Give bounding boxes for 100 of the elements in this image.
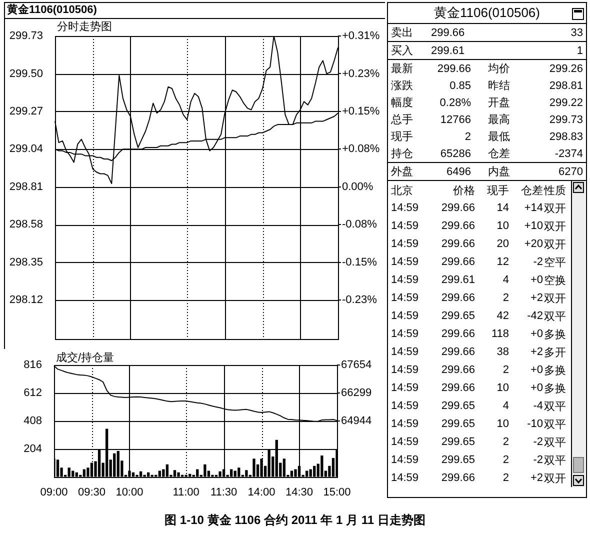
x-tick-label: 15:00 — [323, 486, 351, 498]
y2-tick-label: +0.08% — [342, 143, 380, 156]
x-tick-label: 11:30 — [210, 486, 238, 498]
text: -2374 — [554, 148, 583, 160]
text: 1 — [576, 44, 583, 56]
text: 299.66 — [431, 26, 466, 38]
text: 299.65 — [440, 436, 475, 448]
y2-tick-label: -0.15% — [342, 256, 378, 268]
text: 北京 — [391, 184, 414, 198]
y2-tick-label: +0.23% — [342, 68, 380, 80]
y-tick-label: 298.81 — [9, 180, 43, 193]
text: 299.66 — [440, 292, 475, 304]
text: 总手 — [391, 113, 414, 127]
y-tick-label: 612 — [24, 386, 42, 399]
y2-tick-label: 66299 — [341, 386, 372, 399]
text: 多开 — [543, 346, 567, 360]
text: 4 — [502, 400, 509, 412]
text: 14:59 — [391, 400, 420, 412]
text: 现手 — [486, 184, 509, 198]
text: 299.66 — [440, 382, 475, 394]
text: 10 — [496, 382, 509, 394]
y2-tick-label: 67654 — [341, 359, 372, 372]
text: -2 — [532, 256, 543, 268]
text: 14:59 — [391, 310, 420, 322]
text: 33 — [570, 26, 583, 38]
text: 118 — [490, 328, 509, 340]
text: 均价 — [487, 62, 511, 76]
y2-tick-label: -0.23% — [342, 294, 378, 306]
y-tick-label: 816 — [24, 359, 42, 372]
text: 价格 — [452, 184, 475, 198]
text: +0 — [529, 382, 543, 394]
y-tick-label: 299.04 — [9, 143, 43, 156]
text: 现手 — [391, 130, 414, 144]
text: 多换 — [543, 364, 567, 378]
text: 空平 — [543, 256, 567, 270]
text: 299.65 — [440, 418, 475, 430]
text: -4 — [532, 400, 543, 412]
text: 14:59 — [391, 364, 420, 376]
text: 多换 — [543, 382, 567, 396]
caption: 图 1-10 黄金 1106 合约 2011 年 1 月 11 日走势图 — [164, 512, 426, 529]
x-tick-label: 10:00 — [116, 486, 144, 498]
text: 涨跌 — [391, 79, 414, 93]
text: 双开 — [543, 238, 567, 252]
text: 2 — [502, 454, 509, 466]
x-tick-label: 14:00 — [248, 486, 276, 498]
text: 38 — [496, 346, 509, 358]
text: 外盘 — [391, 165, 414, 179]
text: 14:59 — [391, 472, 420, 484]
y-tick-label: 298.35 — [9, 256, 43, 268]
text: -2 — [532, 454, 543, 466]
text: 2 — [464, 130, 471, 142]
text: 14:59 — [391, 256, 420, 268]
text: 双平 — [543, 436, 567, 450]
text: 14 — [496, 202, 509, 214]
y2-tick-label: 0.00% — [342, 180, 374, 193]
text: 14:59 — [391, 274, 420, 286]
text: +2 — [529, 292, 543, 304]
text: 14:59 — [391, 382, 420, 394]
text: 性质 — [543, 184, 567, 198]
text: 299.66 — [436, 62, 471, 74]
x-tick-label: 11:00 — [172, 486, 200, 498]
text: +0 — [529, 364, 543, 376]
text: +2 — [529, 472, 543, 484]
text: 双平 — [543, 454, 567, 468]
text: 14:59 — [391, 346, 420, 358]
text: -42 — [526, 310, 543, 322]
y-tick-label: 299.50 — [9, 68, 43, 80]
text: 14:59 — [391, 454, 420, 466]
text: 299.65 — [440, 310, 475, 322]
text: 2 — [502, 364, 509, 376]
text: 299.66 — [440, 328, 475, 340]
text: 14:59 — [391, 292, 420, 304]
text: 6270 — [558, 166, 583, 178]
text: 14:59 — [391, 238, 420, 250]
y-tick-label: 299.73 — [9, 30, 43, 42]
x-tick-label: 14:30 — [286, 486, 314, 498]
text: 内盘 — [487, 165, 511, 179]
text: 20 — [496, 238, 509, 250]
text: 299.73 — [548, 114, 583, 126]
y2-tick-label: -0.08% — [342, 218, 378, 231]
text: 14:59 — [391, 418, 420, 430]
text: 2 — [502, 292, 509, 304]
text: 12 — [496, 256, 509, 268]
text: 299.66 — [440, 238, 475, 250]
text: 最低 — [487, 130, 511, 144]
text: +20 — [523, 238, 543, 250]
text: 299.65 — [440, 454, 475, 466]
text: 299.22 — [548, 96, 583, 108]
text: 299.66 — [440, 256, 475, 268]
text: +0 — [529, 274, 543, 286]
text: 最高 — [487, 112, 511, 127]
chart-title: 成交/持仓量 — [56, 352, 114, 365]
text: 299.66 — [440, 220, 475, 232]
x-tick-label: 09:30 — [78, 486, 106, 498]
y2-tick-label: +0.15% — [342, 106, 380, 118]
text: 12766 — [439, 114, 471, 126]
text: 299.65 — [440, 400, 475, 412]
y-tick-label: 299.27 — [9, 105, 43, 118]
text: 双开 — [543, 292, 567, 306]
text: 0.85 — [448, 80, 471, 92]
